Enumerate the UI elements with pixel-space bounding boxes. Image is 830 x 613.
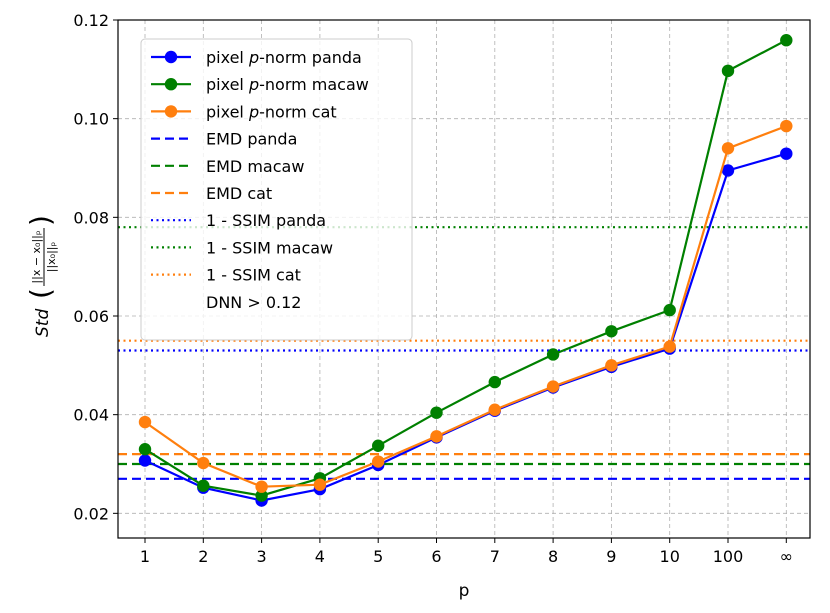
x-tick-label: 9 (606, 547, 616, 566)
legend-marker (164, 105, 178, 118)
data-point (605, 325, 618, 338)
data-point (605, 359, 618, 372)
series-line (144, 39, 787, 497)
data-point (197, 456, 210, 470)
data-series (138, 34, 793, 507)
legend-marker (164, 50, 178, 64)
data-point (488, 375, 501, 389)
data-point (488, 403, 501, 416)
data-point (255, 480, 268, 493)
x-tick-label: 4 (315, 547, 325, 566)
legend-label: pixel p-norm panda (206, 48, 362, 67)
x-tick-label: 1 (140, 547, 150, 566)
data-point (663, 303, 676, 317)
data-point (138, 454, 152, 467)
legend-label: pixel p-norm cat (206, 102, 337, 121)
y-tick-label: 0.12 (73, 11, 109, 30)
y-axis-label-std: Std (33, 309, 53, 337)
data-point (430, 430, 443, 443)
y-tick-label: 0.08 (73, 208, 109, 227)
legend-label: DNN > 0.12 (206, 293, 301, 312)
x-tick-label: 7 (490, 547, 500, 566)
data-point (546, 348, 560, 361)
data-point (313, 478, 327, 491)
y-axis-label-paren-open: ( (24, 288, 57, 299)
data-point (663, 340, 676, 353)
legend-label: 1 - SSIM panda (206, 211, 326, 230)
x-tick-label: ∞ (780, 547, 793, 566)
y-axis-label: Std ( ||x − x₀||ₚ ||x₀||ₚ ) (24, 215, 58, 337)
data-point (372, 439, 385, 452)
x-axis-label: p (459, 581, 470, 601)
x-tick-label: 8 (548, 547, 558, 566)
y-tick-label: 0.06 (73, 307, 109, 326)
y-axis-label-denominator: ||x₀||ₚ (45, 241, 58, 272)
data-point (721, 142, 735, 155)
y-tick-label: 0.10 (73, 110, 109, 129)
legend-label: 1 - SSIM macaw (206, 238, 333, 257)
legend-label: EMD panda (206, 130, 297, 149)
legend: pixel p-norm panda pixel p-norm macaw pixe… (140, 38, 413, 341)
data-point (546, 380, 560, 393)
legend-label: 1 - SSIM cat (206, 266, 301, 285)
legend-label: pixel p-norm macaw (206, 75, 369, 94)
x-tick-label: 10 (660, 547, 680, 566)
x-tick-label: 3 (257, 547, 267, 566)
x-tick-label: 2 (198, 547, 208, 566)
y-axis-label-numerator: ||x − x₀||ₚ (30, 230, 43, 283)
data-point (780, 34, 793, 47)
x-tick-label: 100 (713, 547, 744, 566)
y-tick-label: 0.02 (73, 504, 109, 523)
x-tick-label: 6 (431, 547, 441, 566)
legend-label: EMD cat (206, 184, 272, 203)
data-point (138, 415, 152, 429)
legend-label: EMD macaw (206, 157, 304, 176)
series-line (144, 125, 787, 488)
data-point (138, 443, 152, 456)
y-axis-label-paren-close: ) (24, 215, 57, 226)
data-point (780, 147, 793, 160)
y-tick-label: 0.04 (73, 406, 109, 425)
data-point (255, 489, 268, 502)
legend-marker (164, 78, 178, 91)
data-point (721, 164, 735, 177)
plot-frame (117, 19, 811, 539)
legend-frame (140, 38, 413, 341)
data-point (372, 455, 385, 468)
data-point (780, 119, 793, 133)
data-point (721, 64, 735, 78)
ticks: 1 2 3 4 5 6 7 8 9 10 100 ∞ 0.02 0.04 0.06 0.08 0.10 0.12 (73, 11, 793, 566)
data-point (430, 406, 443, 419)
x-tick-label: 5 (373, 547, 383, 566)
reference-lines (118, 226, 810, 480)
data-point (197, 479, 210, 492)
